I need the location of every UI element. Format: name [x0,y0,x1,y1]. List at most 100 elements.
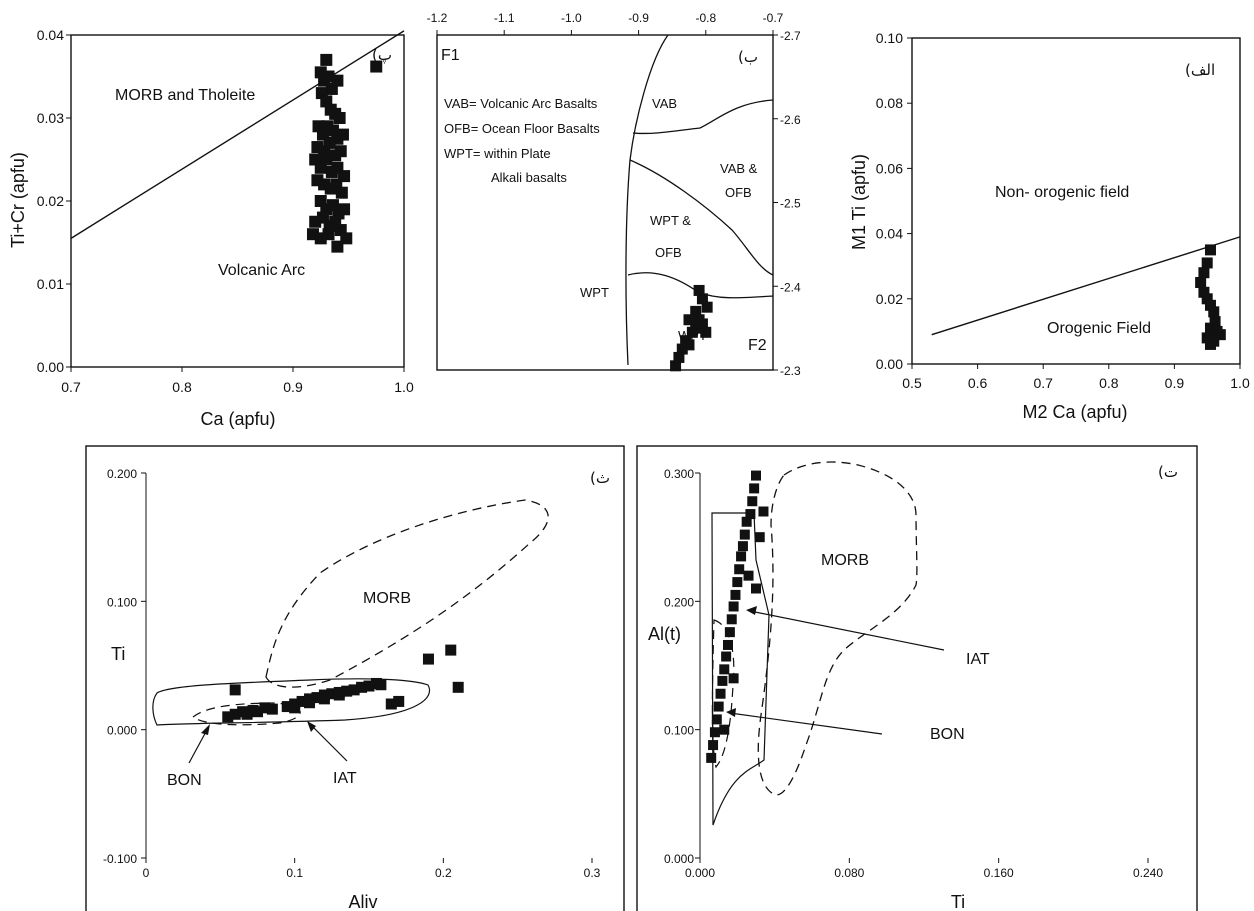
data-point [1204,338,1216,350]
data-point [340,232,353,245]
data-point [341,685,353,697]
x-axis-title: Ca (apfu) [200,409,275,429]
x-tick-label: 0.8 [1099,375,1119,391]
data-point [229,708,241,720]
data-point [1204,299,1216,311]
data-point [706,752,717,763]
data-point [320,53,333,66]
data-point [690,322,702,334]
data-point [452,681,464,693]
plot-frame [436,34,774,371]
data-point [1204,322,1216,334]
data-point [338,203,351,216]
field-boundary-left [625,34,669,366]
data-point [709,727,720,738]
y-tick-label: 0.300 [664,467,694,481]
x-tick-label: -0.9 [628,11,649,25]
data-point [693,284,705,296]
data-point [1208,306,1220,318]
data-point [736,551,747,562]
y-tick-label: 0.200 [664,595,694,609]
data-point [728,601,739,612]
field-label-wpt-ofb-2: OFB [655,245,682,260]
x-tick-label: 0.7 [61,379,81,395]
data-point [1209,316,1221,328]
y-tick-label: 0.000 [107,724,137,738]
y-tick-label: 0.02 [876,291,903,307]
y-tick-label: 0.100 [664,724,694,738]
x-tick-label: 0.8 [172,379,192,395]
bon-pointer [729,712,883,735]
data-point [758,506,769,517]
panel-tag: (ث [590,469,610,487]
legend-alkali: Alkali basalts [491,170,567,185]
data-point [333,112,346,124]
data-point [422,653,434,665]
data-point [743,570,754,581]
field-boundary-wpt-ofb [629,159,774,276]
plot-frame [911,37,1241,365]
data-point [311,692,323,704]
annotation-bon: BON [930,726,965,743]
data-point [683,314,695,326]
data-point [356,681,368,693]
data-point [749,483,760,494]
data-point [229,684,241,696]
data-point [747,496,758,507]
x-tick-label: 0.240 [1133,866,1163,880]
data-point [322,228,335,241]
morb-field [265,499,549,688]
data-point [708,740,719,751]
y-tick-label: 0.200 [107,467,137,481]
legend-wpt: WPT= within Plate [444,146,551,161]
legend-ofb: OFB= Ocean Floor Basalts [444,121,600,136]
data-point [730,589,741,600]
panel-tag: (الف [1185,61,1215,79]
chart-b: (ب F1 F2 VAB= Volcanic Arc Basalts OFB= … [427,11,801,378]
y-tick-label: 0.02 [37,193,64,209]
data-point [281,701,293,713]
data-point [1198,267,1210,279]
x-tick-label: 0 [143,866,150,880]
data-point [296,695,308,707]
data-point [1201,257,1213,269]
outer-frame [85,445,625,911]
annotation-orogenic: Orogenic Field [1047,320,1151,337]
chart-panel-th: (ث MORB BON IAT Aliv Ti 0 0.1 0.2 0.3 0.200 0… [85,445,625,911]
x-tick-label: 0.2 [435,866,452,880]
y-tick-label: 0.08 [876,95,903,111]
field-label-vab-ofb-1: VAB & [720,161,758,176]
annotation-iat: IAT [333,770,357,787]
y-tick-label: 0.01 [37,276,64,292]
x-tick-label: -1.2 [427,11,448,25]
annotation-bon: BON [167,772,202,789]
field-label-wpt-left: WPT [580,285,609,300]
morb-field [757,461,918,796]
data-point [719,664,730,675]
f1-label: F1 [441,47,460,64]
data-point [728,673,739,684]
annotation-iat: IAT [966,651,990,668]
data-point [726,614,737,625]
x-axis-title: Aliv [348,892,377,911]
chart-panel-p: (پ MORB and Tholeite Volcanic Arc Ca (ap… [0,0,415,445]
x-axis-title: M2 Ca (apfu) [1022,402,1127,422]
data-point [445,644,457,656]
data-point [734,564,745,575]
data-point [1201,332,1213,344]
y-axis-title: Ti+Cr (apfu) [8,152,28,248]
iat-arrowhead [307,721,316,732]
data-point [1198,286,1210,298]
y-tick-label: -2.4 [780,280,801,294]
data-point [320,153,333,166]
data-point [266,703,278,715]
data-point [363,680,375,692]
data-point [333,689,345,701]
chart-alef: (الف Non- orogenic field Orogenic Field … [849,30,1250,422]
data-point [375,679,387,691]
data-point [673,351,685,363]
data-point [711,714,722,725]
x-tick-label: 0.000 [685,866,715,880]
data-point [241,708,253,720]
x-axis-title: Ti [951,892,965,911]
